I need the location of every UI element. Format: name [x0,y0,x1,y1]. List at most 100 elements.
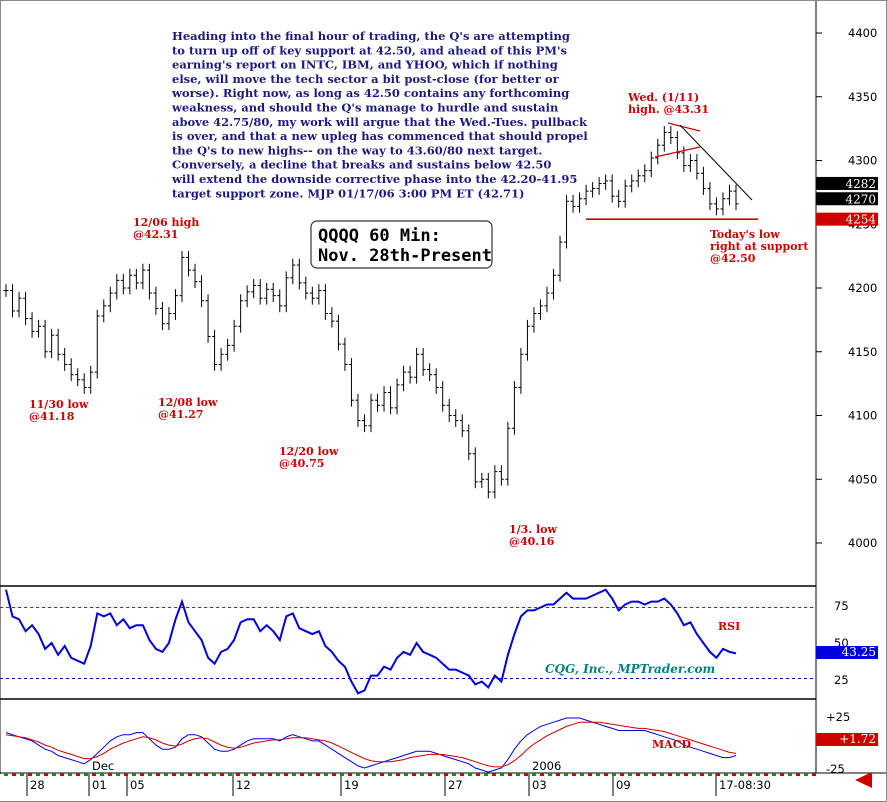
annotation-line: 12/20 low [279,445,339,458]
x-tick-label: 05 [130,778,145,792]
x-axis-marker [188,773,192,776]
x-tick-label: 09 [616,778,631,792]
commentary-text: Heading into the final hour of trading, … [171,29,588,200]
x-axis-marker [244,773,248,776]
x-axis-marker [460,773,464,776]
commentary-line: weakness, and should the Q's manage to h… [171,101,559,115]
macd-tick-label: -25 [826,762,845,776]
x-axis-marker [348,773,352,776]
x-axis-marker [316,773,320,776]
rsi-tick-label: 75 [834,599,849,613]
x-axis-marker [68,773,72,776]
x-axis-marker [588,773,592,776]
x-axis-marker [180,773,184,776]
x-axis-marker [36,773,40,776]
annotation-label: 11/30 low @41.18 [29,398,89,423]
price-tick-label: 4050 [848,472,877,486]
x-axis-marker [332,773,336,776]
x-axis-marker [732,773,736,776]
x-axis-marker [420,773,424,776]
x-axis-marker [12,773,16,776]
x-axis-marker [628,773,632,776]
price-tag-bg [816,192,878,206]
x-axis-marker [52,773,56,776]
annotation-line: @42.50 [710,252,756,265]
x-axis-marker [356,773,360,776]
macd-value-tag [816,733,878,746]
annotation-line: right at support [710,240,809,253]
x-axis-marker [260,773,264,776]
annotation-line: @41.27 [158,408,203,421]
x-axis-marker [684,773,688,776]
x-axis-marker [572,773,576,776]
x-axis-marker [228,773,232,776]
x-tick-label: 12 [236,778,251,792]
x-axis-marker [148,773,152,776]
macd-axis-ticks: +25 -25 [826,710,850,776]
x-axis-marker [564,773,568,776]
macd-tick-label: +25 [826,710,850,724]
x-tick-label: 19 [344,778,359,792]
x-axis-marker [580,773,584,776]
x-axis-marker [476,773,480,776]
commentary-line: will extend the downside corrective phas… [171,172,577,186]
x-axis-marker [812,773,816,776]
x-axis-marker [772,773,776,776]
x-axis-marker [236,773,240,776]
x-axis-marker [788,773,792,776]
rsi-label: RSI [718,620,740,633]
x-axis-marker [636,773,640,776]
commentary-line: Conversely, a decline that breaks and su… [172,158,551,172]
channel-line-red [654,146,701,158]
x-axis-marker [804,773,808,776]
x-axis-marker [100,773,104,776]
x-axis-marker [444,773,448,776]
x-axis-marker [364,773,368,776]
x-axis-marker [212,773,216,776]
chart-subtitle: Nov. 28th-Present [318,246,492,266]
x-axis-marker [276,773,280,776]
x-axis-marker [500,773,504,776]
x-axis-marker [404,773,408,776]
x-axis-marker [692,773,696,776]
x-axis-marker [604,773,608,776]
commentary-line: Heading into the final hour of trading, … [172,29,570,43]
commentary-line: to turn up off of key support at 42.50, … [172,43,567,57]
x-axis-marker [324,773,328,776]
annotation-line: 1/3. low [509,523,558,536]
x-tick-label: 03 [532,778,547,792]
x-tick-label: 17-08:30 [719,778,771,792]
x-axis-marker [156,773,160,776]
title-box [310,220,493,269]
price-tick-label: 4350 [848,90,877,104]
x-axis-marker [668,773,672,776]
annotation-label: Today's low right at support @42.50 [710,228,809,265]
x-axis-marker [300,773,304,776]
commentary-line: the Q's to new highs-- on the way to 43.… [172,143,542,157]
x-axis-marker [612,773,616,776]
annotation-line: 11/30 low [29,398,89,411]
annotation-line: 12/08 low [158,396,218,409]
annotation-line: 12/06 high [133,216,199,229]
rsi-reference-lines [0,606,816,680]
annotation-line: Today's low [710,228,780,241]
x-axis-marker [652,773,656,776]
x-axis-marker [76,773,80,776]
x-axis-marker [484,773,488,776]
annotation-line: @40.16 [509,535,555,548]
x-axis-marker [396,773,400,776]
annotation-label: 12/08 low @41.27 [158,396,218,421]
x-axis-marker [756,773,760,776]
x-axis-band [0,774,816,801]
x-axis-marker [540,773,544,776]
scroll-left-arrow-icon[interactable] [855,772,872,788]
price-tick-label: 4300 [848,154,877,168]
annotation-label: Wed. (1/11) high. @43.31 [627,91,709,116]
price-bars [3,126,739,499]
annotation-label: 1/3. low @40.16 [509,523,558,548]
x-axis-marker [340,773,344,776]
rsi-line [5,588,737,695]
x-axis-marker [660,773,664,776]
